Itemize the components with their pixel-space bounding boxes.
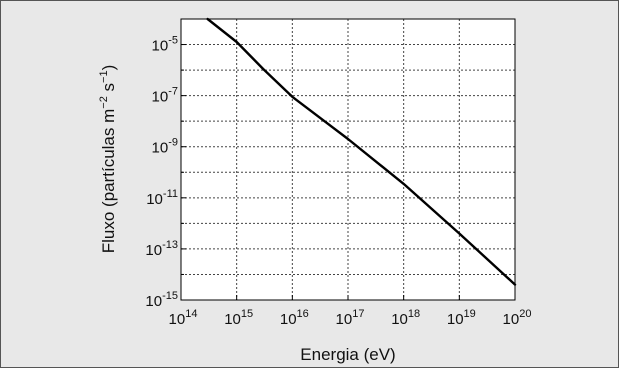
y-tick-label-base: 10 bbox=[145, 293, 162, 310]
y-tick-label: 10-5 bbox=[152, 35, 178, 55]
x-tick-label-base: 10 bbox=[336, 311, 353, 328]
y-tick-label-exp: -5 bbox=[168, 35, 178, 47]
x-tick-label: 1014 bbox=[169, 308, 198, 328]
x-tick-label-base: 10 bbox=[224, 311, 241, 328]
x-tick-label: 1016 bbox=[280, 308, 309, 328]
y-tick-label-exp: -15 bbox=[162, 290, 178, 302]
y-tick-label-exp: -9 bbox=[168, 137, 178, 149]
y-tick-label: 10-13 bbox=[145, 239, 178, 259]
y-tick-label-exp: -13 bbox=[162, 239, 178, 251]
x-axis-label: Energia (eV) bbox=[300, 345, 395, 364]
y-tick-label-exp: -7 bbox=[168, 86, 178, 98]
y-axis-label-exp2: −1 bbox=[98, 70, 110, 83]
x-tick-label-exp: 14 bbox=[185, 308, 197, 320]
y-tick-label-base: 10 bbox=[152, 140, 169, 157]
x-tick-label: 1019 bbox=[447, 308, 476, 328]
x-tick-labels: 1014 1015 1016 1017 1018 1019 1020 bbox=[169, 308, 532, 328]
x-tick-label: 1015 bbox=[224, 308, 253, 328]
x-tick-label-exp: 20 bbox=[519, 308, 531, 320]
y-axis-label-middle: s bbox=[99, 83, 118, 96]
y-axis-label-prefix: Fluxo (partículas m bbox=[99, 109, 118, 254]
x-tick-label-exp: 19 bbox=[464, 308, 476, 320]
x-tick-label: 1017 bbox=[336, 308, 365, 328]
curve-group bbox=[206, 17, 517, 286]
y-tick-label: 10-11 bbox=[146, 188, 178, 208]
y-tick-label-base: 10 bbox=[152, 89, 169, 106]
y-tick-label-base: 10 bbox=[152, 38, 169, 55]
y-axis-label-suffix: ) bbox=[99, 65, 118, 71]
y-tick-label-exp: -11 bbox=[163, 188, 178, 200]
y-tick-label-base: 10 bbox=[146, 191, 163, 208]
y-tick-label-base: 10 bbox=[145, 242, 162, 259]
x-tick-label-exp: 17 bbox=[352, 308, 364, 320]
y-axis-label: Fluxo (partículas m−2 s−1) bbox=[98, 65, 118, 254]
y-tick-label: 10-7 bbox=[152, 86, 178, 106]
x-tick-label-base: 10 bbox=[503, 311, 520, 328]
x-tick-label-base: 10 bbox=[169, 311, 186, 328]
flux-curve bbox=[206, 17, 517, 286]
x-tick-label-exp: 16 bbox=[297, 308, 309, 320]
axis-ticks bbox=[180, 44, 516, 301]
x-tick-label-base: 10 bbox=[447, 311, 464, 328]
x-tick-label: 1020 bbox=[503, 308, 532, 328]
x-tick-label-exp: 18 bbox=[408, 308, 420, 320]
y-tick-label: 10-15 bbox=[145, 290, 178, 310]
y-tick-label: 10-9 bbox=[152, 137, 178, 157]
x-tick-label: 1018 bbox=[391, 308, 420, 328]
x-tick-label-exp: 15 bbox=[241, 308, 253, 320]
y-axis-label-exp1: −2 bbox=[98, 96, 110, 109]
x-tick-label-base: 10 bbox=[391, 311, 408, 328]
grid bbox=[181, 19, 515, 300]
x-tick-label-base: 10 bbox=[280, 311, 297, 328]
